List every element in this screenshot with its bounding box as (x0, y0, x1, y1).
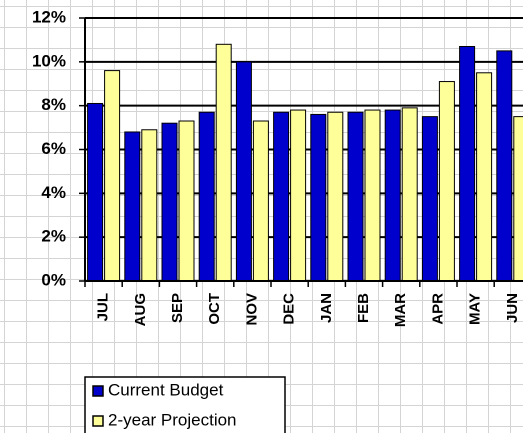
y-tick-label: 6% (41, 139, 66, 158)
x-tick-label: APR (429, 293, 446, 325)
legend-swatch (92, 385, 104, 397)
y-tick-label: 8% (41, 95, 66, 114)
y-tick-label: 12% (32, 7, 66, 26)
legend-entries: Current Budget 2-year Projection (92, 380, 237, 429)
y-tick-label: 10% (32, 51, 66, 70)
bar (438, 81, 455, 282)
bar (401, 107, 418, 282)
bar (459, 45, 476, 282)
x-tick-label: MAR (392, 293, 409, 327)
bar (364, 109, 381, 282)
bar (310, 113, 327, 282)
bar (161, 122, 178, 282)
legend-swatch (92, 415, 104, 427)
bars (87, 43, 523, 282)
y-tick-label: 4% (41, 183, 66, 202)
x-tick-label: OCT (206, 293, 223, 325)
bar (513, 116, 523, 282)
bar (124, 131, 141, 282)
bar (252, 120, 269, 282)
legend (84, 376, 286, 433)
x-tick-label: FEB (355, 293, 372, 323)
bar (273, 111, 290, 282)
x-tick-label: AUG (132, 293, 149, 326)
x-tick-label: NOV (243, 293, 260, 326)
x-tick-label: JAN (318, 293, 335, 323)
bar (421, 116, 438, 282)
x-tick-label: JUN (504, 293, 521, 323)
x-tick-label: MAY (467, 293, 484, 325)
bar (104, 70, 121, 282)
bar (290, 109, 307, 282)
bar (215, 43, 232, 282)
legend-label: 2-year Projection (108, 410, 237, 429)
bar (87, 102, 104, 282)
bar (198, 111, 215, 282)
legend-label: Current Budget (108, 380, 224, 399)
bar (327, 111, 344, 282)
x-tick-label: DEC (281, 293, 298, 325)
bar (384, 109, 401, 282)
y-tick-label: 2% (41, 227, 66, 246)
bar (141, 129, 158, 282)
bar (235, 61, 252, 282)
bar (347, 111, 364, 282)
bar (178, 120, 195, 282)
x-tick-label: JUL (95, 293, 112, 321)
y-tick-label: 0% (41, 270, 66, 289)
bar (496, 50, 513, 282)
bar (476, 72, 493, 282)
x-tick-label: SEP (169, 293, 186, 323)
